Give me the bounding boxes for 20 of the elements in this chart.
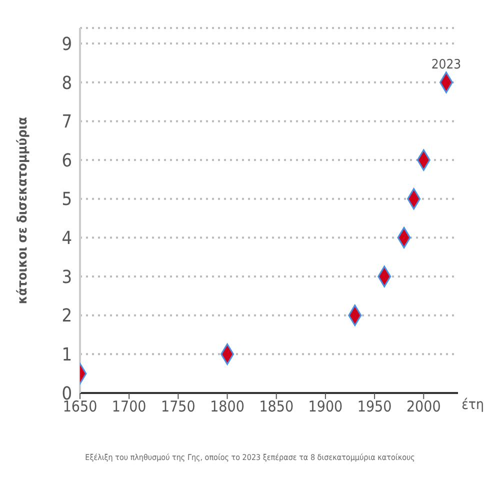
y-tick-label: 3 (62, 266, 72, 288)
y-tick-label: 1 (62, 344, 72, 366)
x-tick-label: 1850 (259, 398, 294, 416)
x-tick-label: 1900 (308, 398, 343, 416)
text: Εξέλιξη του πληθυσμού της Γης, οποίος το 2023 ξεπέρασε τα 8 δισεκατομμύρια κατοίκους (84, 453, 416, 462)
annotation: 2023 (431, 57, 462, 72)
x-tick-label: 1700 (112, 398, 146, 416)
x-axis-title: έτη (462, 396, 484, 413)
y-tick-label: 9 (62, 34, 72, 55)
y-tick-label: 5 (62, 189, 72, 210)
x-tick-label: 2000 (406, 398, 441, 416)
x-tick-label: 1950 (357, 398, 392, 416)
y-tick-label: 4 (62, 228, 72, 250)
y-tick-label: 7 (62, 112, 72, 133)
y-tick-label: 8 (62, 72, 72, 94)
y-tick-label: 2 (62, 306, 72, 327)
y-tick-label: 6 (62, 150, 72, 172)
y-axis-title: κάτοικοι σε δισεκατομμύρια (16, 116, 31, 304)
x-tick-label: 1800 (210, 398, 244, 416)
x-tick-label: 1750 (161, 398, 196, 416)
